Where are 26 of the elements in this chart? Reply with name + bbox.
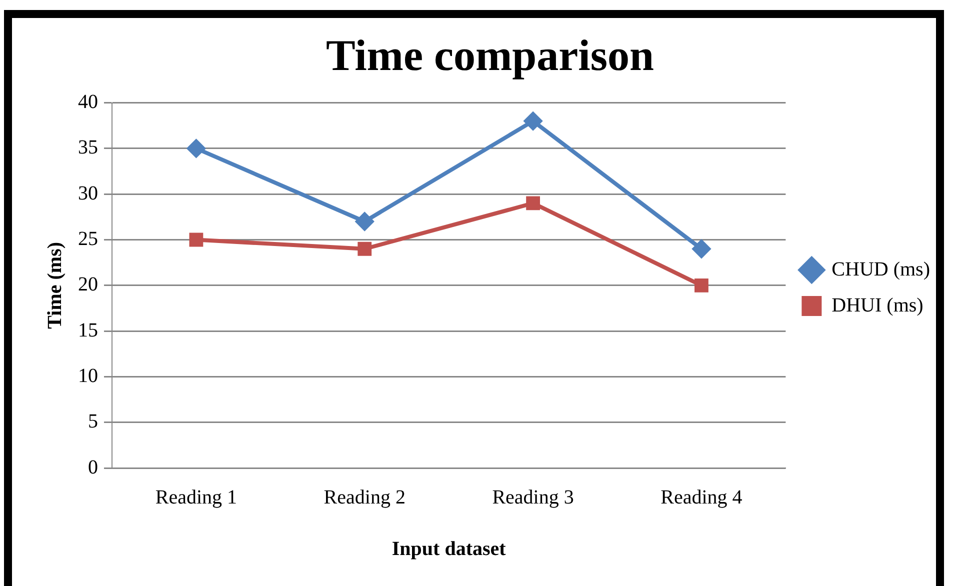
legend-label: CHUD (ms): [832, 258, 930, 280]
chart-title: Time comparison: [326, 30, 654, 80]
y-tick-label: 35: [78, 136, 98, 159]
y-tick-label: 30: [78, 182, 98, 204]
point: [189, 232, 204, 247]
y-tick-label: 10: [78, 364, 98, 387]
x-axis-title: Input dataset: [392, 538, 506, 560]
point: [524, 112, 542, 130]
x-tick-label: Reading 4: [660, 486, 742, 508]
point: [526, 196, 540, 210]
x-tick-label: Reading 3: [492, 486, 574, 508]
x-tick-label: Reading 2: [324, 486, 406, 508]
y-tick-label: 20: [78, 274, 98, 296]
y-tick-label: 5: [88, 410, 98, 433]
point: [187, 139, 206, 158]
point: [692, 240, 710, 258]
y-axis-title: Time (ms): [44, 242, 66, 329]
legend-label: DHUI (ms): [832, 294, 924, 316]
x-tick-label: Reading 1: [155, 486, 238, 508]
y-tick-label: 25: [78, 228, 98, 250]
point: [694, 278, 708, 292]
point: [358, 242, 372, 256]
point: [356, 212, 374, 230]
y-tick-label: 0: [88, 456, 98, 478]
y-tick-label: 15: [78, 319, 98, 342]
y-tick-label: 40: [78, 91, 98, 114]
